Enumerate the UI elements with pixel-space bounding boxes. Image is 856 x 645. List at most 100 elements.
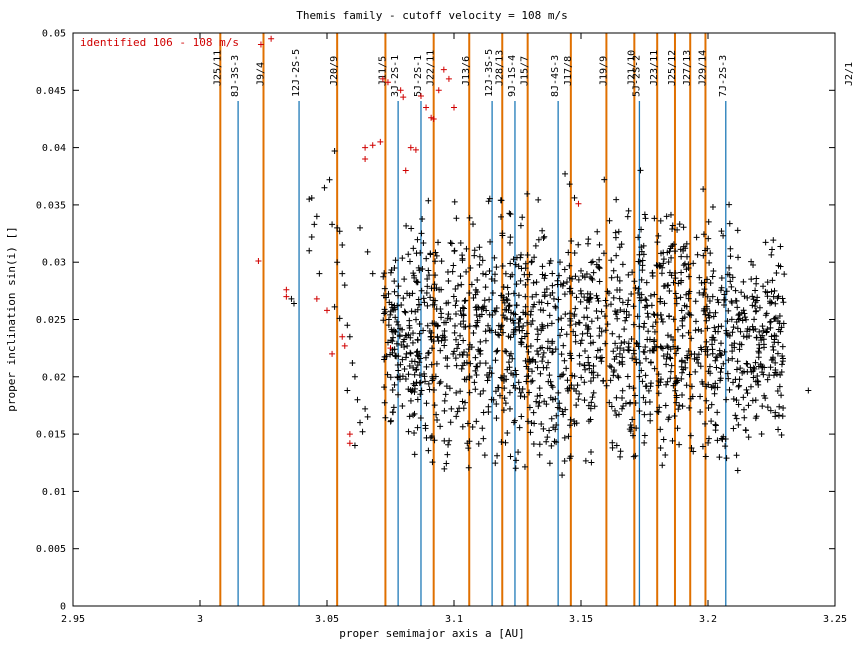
member-point-28 [351,442,358,449]
y-tick-label-0: 0 [60,602,66,613]
member-cloud-point-541 [442,337,449,344]
member-cloud-point-629 [749,397,756,404]
member-cloud-point-1494 [530,356,537,363]
member-cloud-point-551 [466,323,473,330]
member-cloud-point-193 [776,403,783,410]
member-cloud-point-267 [387,374,394,381]
member-cloud-point-730 [410,330,417,337]
member-cloud-point-1560 [521,271,528,278]
member-cloud-point-158 [423,255,430,262]
member-cloud-point-1442 [732,287,739,294]
member-cloud-point-112 [734,358,741,365]
member-cloud-point-55 [384,371,391,378]
member-cloud-point-37 [476,244,483,251]
member-cloud-point-304 [672,387,679,394]
member-cloud-point-1023 [564,385,571,392]
member-cloud-point-1598 [623,314,630,321]
member-cloud-point-1338 [474,276,481,283]
member-cloud-point-985 [527,311,534,318]
member-cloud-point-1459 [529,317,536,324]
member-cloud-point-689 [452,355,459,362]
member-cloud-point-1176 [616,359,623,366]
member-cloud-point-965 [686,371,693,378]
member-cloud-point-865 [717,352,724,359]
member-cloud-point-1586 [639,378,646,385]
member-cloud-point-1548 [439,332,446,339]
member-cloud-point-752 [465,445,472,452]
resonance-label-2: J9/4 [256,62,267,86]
member-cloud-point-353 [624,213,631,220]
member-cloud-point-533 [532,242,539,249]
member-cloud-point-1611 [547,292,554,299]
member-cloud-point-435 [421,299,428,306]
member-cloud-point-1012 [778,432,785,439]
member-cloud-point-30 [441,465,448,472]
member-cloud-point-583 [411,430,418,437]
member-cloud-point-287 [705,405,712,412]
member-cloud-point-1689 [432,258,439,265]
member-cloud-point-105 [670,279,677,286]
member-cloud-point-719 [703,397,710,404]
member-point-3 [311,221,318,228]
member-cloud-point-1518 [546,312,553,319]
member-cloud-point-1414 [764,279,771,286]
member-cloud-point-381 [516,424,523,431]
x-tick-label-2: 3.05 [315,614,339,625]
resonance-label-17: J21/10 [626,50,637,86]
member-cloud-point-986 [464,420,471,427]
member-cloud-point-1493 [583,305,590,312]
member-cloud-point-723 [712,357,719,364]
member-cloud-point-1260 [675,406,682,413]
member-cloud-point-1661 [768,299,775,306]
member-cloud-point-1498 [720,360,727,367]
member-cloud-point-544 [606,217,613,224]
member-cloud-point-873 [680,243,687,250]
member-cloud-point-293 [476,313,483,320]
member-cloud-point-208 [617,453,624,460]
member-cloud-point-439 [502,400,509,407]
member-cloud-point-214 [452,286,459,293]
member-cloud-point-227 [526,271,533,278]
member-cloud-point-1473 [391,288,398,295]
member-cloud-point-906 [562,311,569,318]
member-cloud-point-1058 [725,307,732,314]
member-cloud-point-1049 [507,316,514,323]
member-cloud-point-934 [518,251,525,258]
member-cloud-point-816 [546,260,553,267]
member-cloud-point-1651 [403,332,410,339]
member-cloud-point-463 [443,383,450,390]
member-cloud-point-506 [472,354,479,361]
member-cloud-point-166 [616,277,623,284]
member-cloud-point-1461 [606,399,613,406]
member-cloud-point-1244 [474,319,481,326]
member-cloud-point-1327 [381,285,388,292]
data-points [255,35,812,479]
member-cloud-point-1417 [636,373,643,380]
member-point-16 [341,282,348,289]
member-cloud-point-1697 [392,328,399,335]
member-cloud-point-1615 [509,271,516,278]
member-cloud-point-958 [636,294,643,301]
member-cloud-point-1401 [570,328,577,335]
member-cloud-point-1448 [512,326,519,333]
member-cloud-point-835 [422,378,429,385]
member-cloud-point-1505 [732,297,739,304]
y-tick-label-3: 0.015 [36,430,66,441]
member-cloud-point-5 [491,277,498,284]
member-cloud-point-867 [504,366,511,373]
member-cloud-point-926 [537,392,544,399]
member-cloud-point-1578 [667,375,674,382]
member-cloud-point-409 [413,316,420,323]
member-cloud-point-1668 [663,381,670,388]
member-cloud-point-1216 [530,409,537,416]
member-cloud-point-1419 [528,419,535,426]
member-cloud-point-256 [717,369,724,376]
member-cloud-point-288 [424,283,431,290]
member-cloud-point-896 [681,314,688,321]
member-cloud-point-1364 [498,292,505,299]
member-cloud-point-245 [748,276,755,283]
member-cloud-point-806 [660,353,667,360]
member-cloud-point-1470 [709,341,716,348]
member-cloud-point-738 [632,399,639,406]
member-cloud-point-1634 [688,383,695,390]
